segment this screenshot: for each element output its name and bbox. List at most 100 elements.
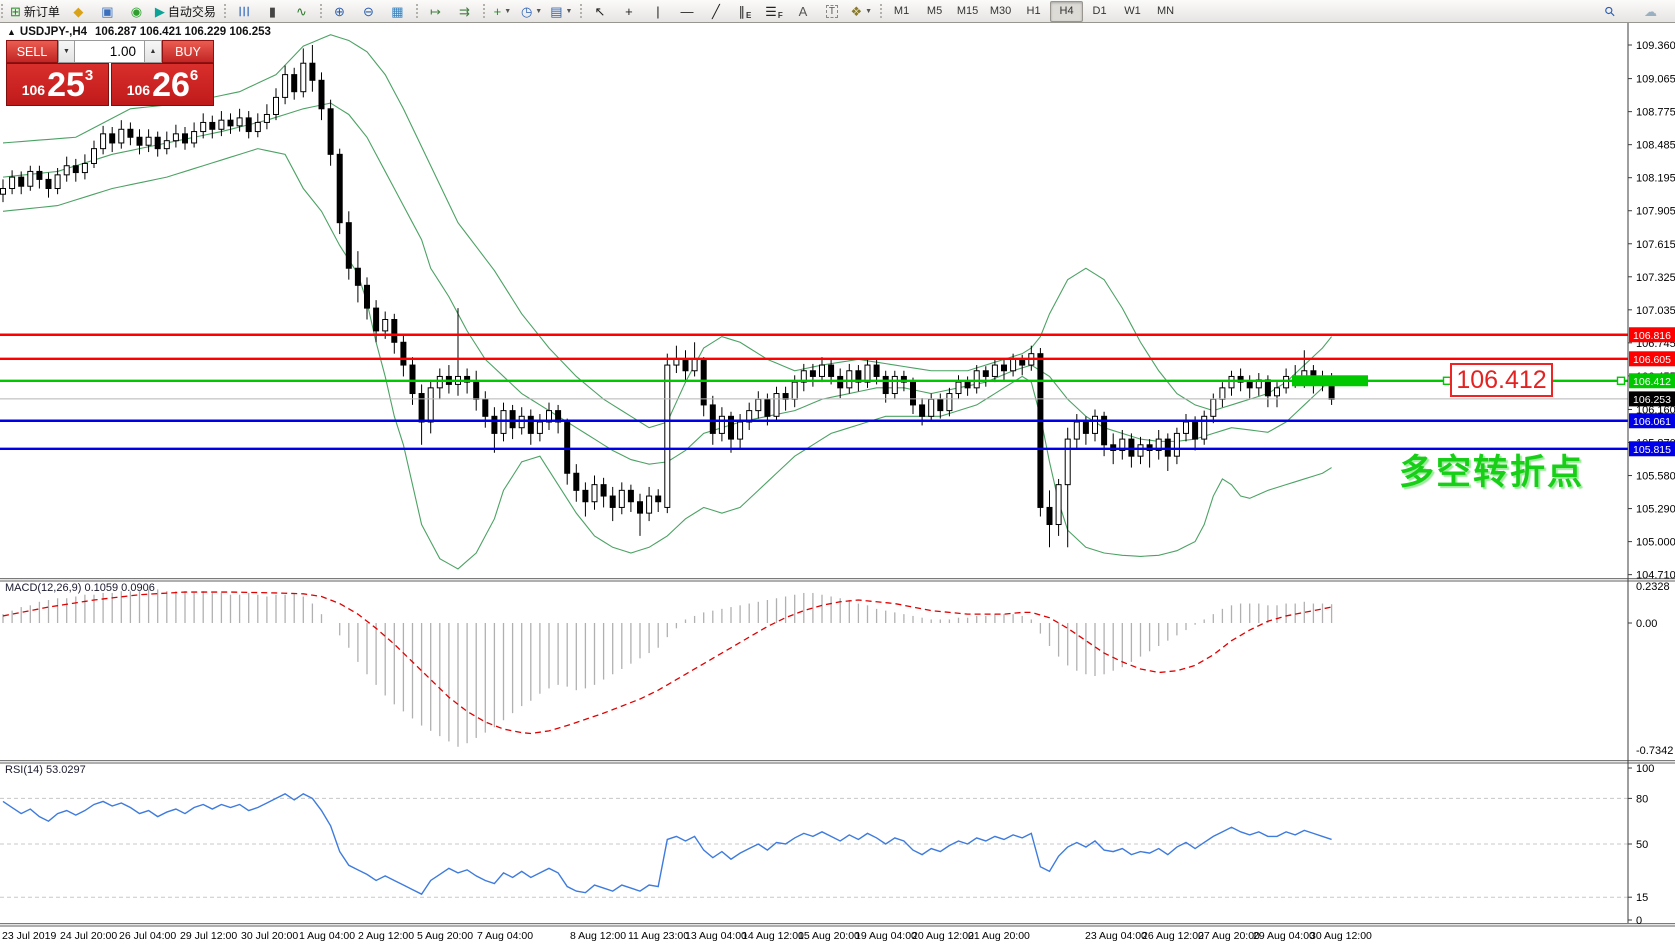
volume-decrease-button[interactable]: ▼	[58, 40, 75, 63]
timeframe-h1-button[interactable]: H1	[1026, 5, 1041, 17]
pane-separator[interactable]	[0, 923, 1675, 925]
sell-price-big: 25	[47, 65, 85, 104]
selected-line-thick-segment[interactable]	[1292, 375, 1368, 387]
timeframe-m30-button[interactable]: M30	[989, 5, 1012, 17]
timeframe-mn-button[interactable]: MN	[1156, 5, 1175, 17]
signals-button[interactable]: ◉	[122, 1, 151, 22]
vertical-line-button[interactable]: |	[643, 1, 672, 22]
timeframe-m15-button[interactable]: M15	[956, 5, 979, 17]
candle-body	[172, 133, 179, 142]
pane-separator[interactable]	[0, 925, 1675, 927]
cursor-button[interactable]: ↖	[585, 1, 614, 22]
depth-of-market-button[interactable]: ◆	[64, 1, 93, 22]
line-chart-button[interactable]: ∿	[287, 1, 316, 22]
sell-price-tile[interactable]: 106 25 3	[6, 63, 109, 106]
candle-body	[373, 307, 380, 332]
candle-up	[1137, 436, 1144, 465]
pane-separator[interactable]	[0, 762, 1675, 764]
cursor-icon: ↖	[594, 3, 606, 19]
candle-body	[81, 162, 88, 174]
timeframe-m5-button[interactable]: M5	[926, 5, 943, 17]
candle-body	[800, 370, 807, 383]
autotrading-button[interactable]: ▶ 自动交易	[151, 1, 220, 22]
line-handle[interactable]	[1616, 376, 1626, 385]
timeframe-m1-button[interactable]: M1	[893, 5, 910, 17]
zoom-out-icon: ⊖	[362, 3, 374, 19]
crosshair-icon: +	[625, 3, 633, 19]
bars-chart-button[interactable]: ☰	[229, 1, 258, 22]
price-tick-label: 107.325	[1636, 272, 1675, 284]
bars-chart-icon: ☰	[235, 5, 251, 17]
candle-body	[72, 165, 79, 174]
candle-body	[45, 178, 52, 190]
chart-shift-button[interactable]: ⇉	[450, 1, 479, 22]
candle-body	[200, 121, 207, 133]
annotation-text[interactable]: 多空转折点	[1399, 453, 1585, 492]
search-button[interactable]: ⚲	[1595, 1, 1624, 22]
candle-body	[473, 381, 480, 400]
new-order-button[interactable]: ⊞ 新订单	[6, 1, 64, 22]
zoom-out-button[interactable]: ⊖	[354, 1, 383, 22]
candle-up	[91, 140, 97, 169]
candle-body	[345, 222, 352, 269]
candle-body	[27, 170, 34, 187]
candle-up	[218, 111, 225, 137]
candle-down	[327, 99, 334, 166]
candle-body	[955, 381, 962, 395]
timeframe-h4-button[interactable]: H4	[1050, 0, 1084, 22]
candle-body	[618, 489, 625, 508]
fibonacci-button[interactable]: ☰ F	[759, 1, 788, 22]
templates-button[interactable]: ▤ ▼	[546, 1, 576, 22]
candle-down	[809, 363, 816, 387]
text-button[interactable]: A	[788, 1, 817, 22]
periods-button[interactable]: ◷ ▼	[517, 1, 546, 22]
pane-separator[interactable]	[0, 580, 1675, 582]
sell-button[interactable]: SELL	[6, 40, 58, 63]
candle-down	[627, 484, 634, 512]
horizontal-line-button[interactable]: —	[672, 1, 701, 22]
pane-separator[interactable]	[0, 760, 1675, 762]
candle-body	[891, 375, 898, 395]
timeframe-d1-button[interactable]: D1	[1092, 5, 1107, 17]
print-button[interactable]: ▣	[93, 1, 122, 22]
toolbar-group-scroll: ↦ ⇉	[415, 0, 482, 22]
candlestick-chart-button[interactable]: ▮	[258, 1, 287, 22]
symbol-period-label: USDJPY-,H4	[19, 26, 88, 38]
candle-down	[182, 127, 188, 150]
channel-button[interactable]: ∥ E	[730, 1, 759, 22]
candle-body	[300, 62, 307, 93]
indicators-button[interactable]: + ▼	[488, 1, 517, 22]
candle-body	[546, 410, 552, 423]
text-label-button[interactable]: T	[817, 1, 846, 22]
candle-body	[919, 404, 926, 417]
toolbar-group-timeframes: M1 M5 M15 M30 H1 H4 D1 W1 MN	[879, 0, 1185, 22]
chat-icon: ☁	[1644, 3, 1657, 19]
arrows-button[interactable]: ❖ ▼	[846, 1, 876, 22]
buy-price-tile[interactable]: 106 26 6	[111, 63, 214, 106]
crosshair-button[interactable]: +	[614, 1, 643, 22]
candle-body	[855, 370, 862, 383]
buy-price-prefix: 106	[126, 82, 151, 98]
buy-button[interactable]: BUY	[162, 40, 214, 63]
auto-scroll-button[interactable]: ↦	[421, 1, 450, 22]
price-tick-label: 105.000	[1636, 537, 1675, 549]
price-badge-text: 106.816	[1633, 330, 1671, 342]
tile-windows-button[interactable]: ▦	[383, 1, 412, 22]
chat-button[interactable]: ☁	[1636, 1, 1665, 22]
candle-up	[664, 353, 671, 514]
price-label-box[interactable]: 106.412	[1450, 363, 1553, 397]
timeframe-w1-button[interactable]: W1	[1124, 5, 1141, 17]
time-axis-label: 15 Aug 20:00	[798, 930, 860, 942]
pane-separator[interactable]	[0, 578, 1675, 580]
trendline-button[interactable]: ╱	[701, 1, 730, 22]
candle-down	[227, 113, 234, 134]
zoom-in-button[interactable]: ⊕	[325, 1, 354, 22]
volume-increase-button[interactable]: ▲	[145, 40, 162, 63]
collapse-arrow-icon[interactable]: ▲	[7, 27, 16, 37]
candle-body	[118, 128, 125, 144]
volume-input[interactable]	[75, 40, 145, 63]
candle-body	[764, 398, 771, 417]
candle-body	[627, 489, 634, 503]
candle-up	[436, 368, 443, 400]
